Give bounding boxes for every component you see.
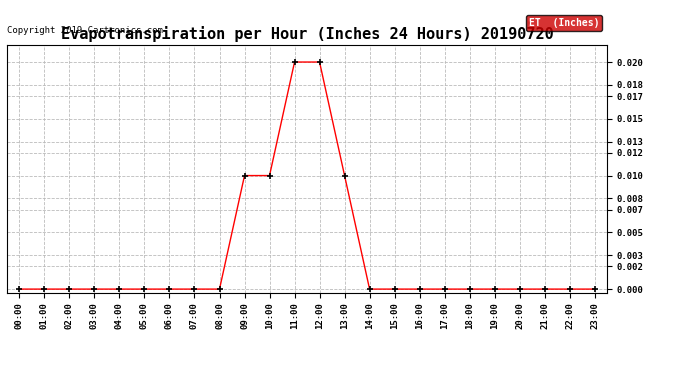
Title: Evapotranspiration per Hour (Inches 24 Hours) 20190720: Evapotranspiration per Hour (Inches 24 H… — [61, 27, 553, 42]
Legend: ET  (Inches): ET (Inches) — [526, 15, 602, 31]
Text: Copyright 2019 Cartronics.com: Copyright 2019 Cartronics.com — [7, 26, 163, 35]
